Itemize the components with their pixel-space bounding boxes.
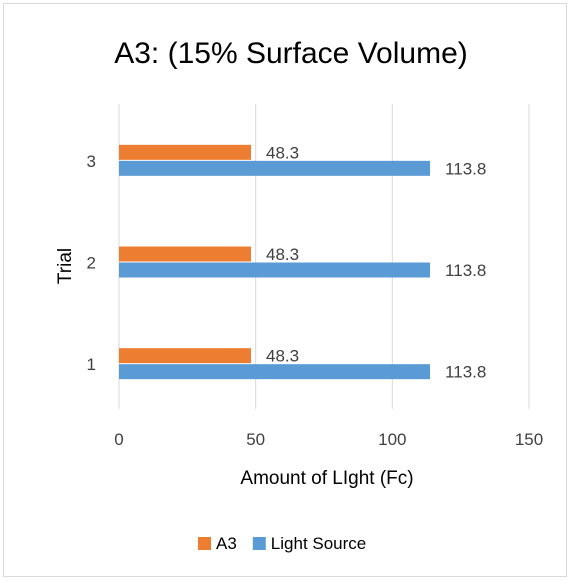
y-tick-label: 3 <box>87 152 96 171</box>
x-axis-title: Amount of LIght (Fc) <box>240 468 413 489</box>
y-axis-title: Trial <box>55 248 76 284</box>
x-tick-label: 100 <box>378 430 406 449</box>
x-tick-label: 150 <box>515 430 543 449</box>
legend: A3 Light Source <box>198 534 366 553</box>
y-tick-label: 2 <box>87 254 96 273</box>
data-label: 113.8 <box>445 363 486 382</box>
bar-light-source <box>119 160 431 176</box>
legend-label: Light Source <box>271 534 366 553</box>
chart-title: A3: (15% Surface Volume) <box>114 37 468 70</box>
legend-swatch <box>198 537 211 550</box>
data-label: 48.3 <box>266 347 299 366</box>
data-labels: 48.3 113.8 48.3 113.8 48.3 113.8 <box>266 143 486 381</box>
data-label: 48.3 <box>266 143 299 162</box>
x-tick-label: 50 <box>246 430 265 449</box>
bar-a3 <box>119 144 252 160</box>
chart-frame: A3: (15% Surface Volume) 48.3 113.8 48.3 11… <box>3 3 567 577</box>
y-tick-label: 1 <box>87 355 96 374</box>
data-label: 113.8 <box>445 159 486 178</box>
legend-swatch <box>252 537 266 550</box>
chart-svg: A3: (15% Surface Volume) 48.3113.848.311… <box>55 37 543 553</box>
bar-light-source <box>119 262 431 278</box>
legend-label: A3 <box>216 534 237 553</box>
y-tick-labels: 1 2 3 <box>87 152 96 374</box>
data-label: 48.3 <box>266 245 299 264</box>
data-label: 113.8 <box>445 261 486 280</box>
bar-a3 <box>119 246 252 262</box>
x-tick-label: 0 <box>114 430 123 449</box>
bars <box>119 144 431 380</box>
bar-a3 <box>119 348 252 364</box>
x-tick-labels: 0 50 100 150 <box>114 430 543 449</box>
bar-light-source <box>119 364 431 380</box>
